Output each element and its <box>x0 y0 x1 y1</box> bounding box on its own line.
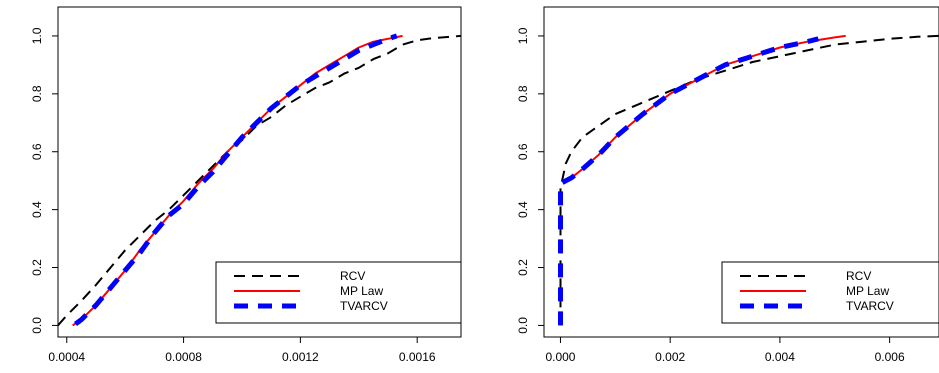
plot-frame <box>57 6 462 338</box>
y-tick-label: 0.2 <box>516 259 530 276</box>
legend-label: RCV <box>340 269 365 283</box>
series-line-tvarcv <box>558 36 819 326</box>
legend-label: TVARCV <box>846 299 894 313</box>
series-line-mp-law <box>565 34 846 182</box>
legend-label: RCV <box>846 269 871 283</box>
legend-label: TVARCV <box>340 299 388 313</box>
y-tick-label: 1.0 <box>30 27 44 44</box>
series-group <box>58 33 461 327</box>
x-tick-label: 0.004 <box>765 350 795 364</box>
series-group <box>558 34 939 326</box>
x-tick-label: 0.006 <box>875 350 905 364</box>
x-tick-label: 0.0012 <box>282 350 319 364</box>
y-tick-label: 0.6 <box>516 143 530 160</box>
legend-box <box>215 261 462 324</box>
y-tick-label: 0.8 <box>30 85 44 102</box>
y-tick-label: 0.4 <box>30 201 44 218</box>
left-chart-panel: 0.0004 0.0008 0.0012 0.0016 0.0 0.2 0.4 0.6 0.8 1… <box>30 6 462 364</box>
series-line-rcv <box>58 34 461 327</box>
y-tick-label: 0.0 <box>30 317 44 334</box>
x-tick-label: 0.002 <box>655 350 685 364</box>
legend-label: MP Law <box>846 284 889 298</box>
legend-label: MP Law <box>340 284 383 298</box>
x-tick-label: 0.0004 <box>48 350 85 364</box>
legend-box <box>721 261 939 324</box>
right-chart-panel: 0.000 0.002 0.004 0.006 0.0 0.2 0.4 0.6 0.8 1.0 RC… <box>516 6 939 364</box>
y-tick-label: 1.0 <box>516 27 530 44</box>
plot-frame <box>543 6 939 338</box>
y-tick-label: 0.2 <box>30 259 44 276</box>
y-tick-label: 0.6 <box>30 143 44 160</box>
y-tick-label: 0.8 <box>516 85 530 102</box>
x-tick-label: 0.000 <box>545 350 575 364</box>
x-tick-label: 0.0008 <box>165 350 202 364</box>
x-tick-label: 0.0016 <box>399 350 436 364</box>
y-tick-label: 0.4 <box>516 201 530 218</box>
y-tick-label: 0.0 <box>516 317 530 334</box>
